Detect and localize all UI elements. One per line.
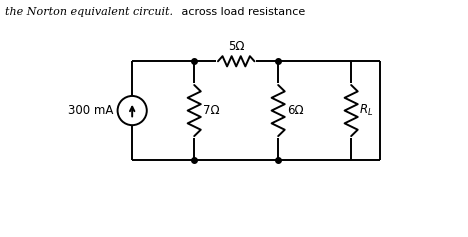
Text: across load resistance: across load resistance	[178, 7, 305, 17]
Text: 6Ω: 6Ω	[287, 104, 304, 117]
Text: $R_L$: $R_L$	[359, 103, 373, 118]
Text: 300 mA: 300 mA	[68, 104, 113, 117]
Text: 5Ω: 5Ω	[228, 40, 244, 53]
Text: 7Ω: 7Ω	[204, 104, 220, 117]
Text: the Norton equivalent circuit.: the Norton equivalent circuit.	[5, 7, 173, 17]
